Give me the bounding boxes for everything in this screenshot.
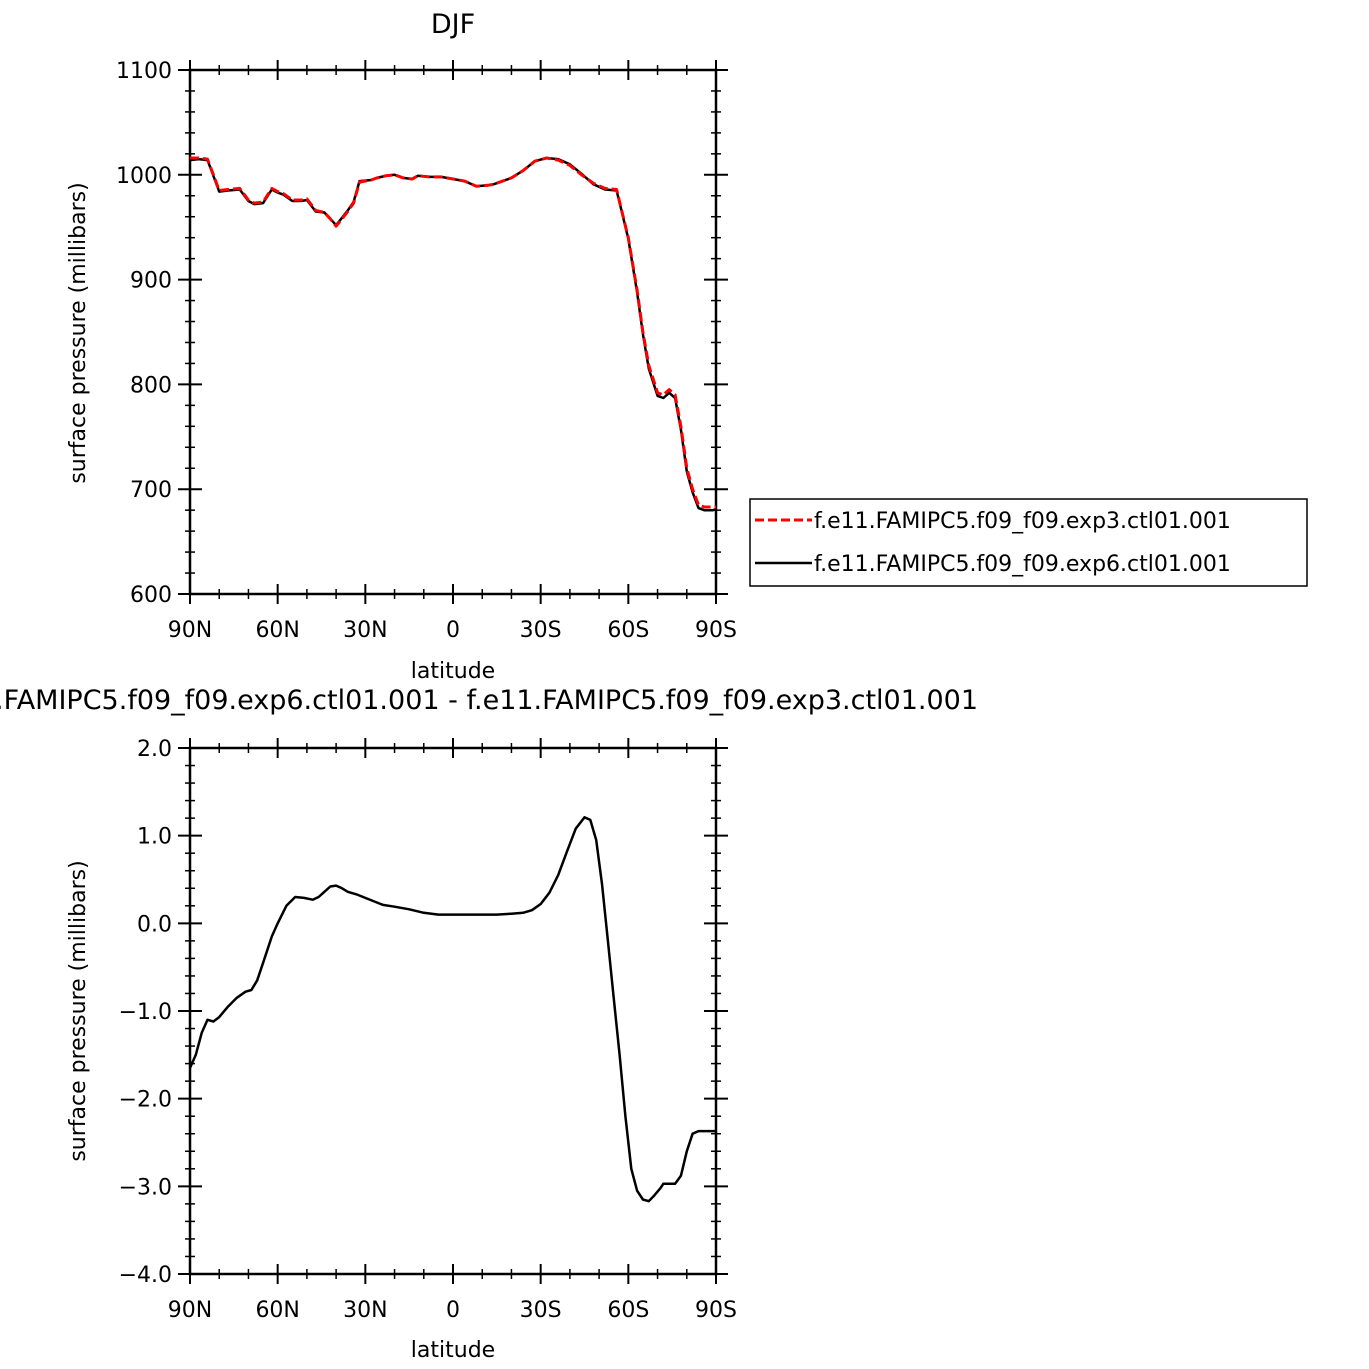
difference-title: f.e11.FAMIPC5.f09_f09.exp6.ctl01.001 - f… [0, 685, 978, 716]
x-axis-label: latitude [411, 1338, 495, 1363]
x-tick-label: 30N [343, 1298, 387, 1323]
series-line [190, 156, 716, 509]
y-tick-label: 800 [130, 373, 172, 398]
x-tick-label: 30N [343, 618, 387, 643]
y-tick-label: 1.0 [137, 825, 172, 850]
plot-area: 90N 60N 30N 0 30S 60S 90S 600 700 800 900 1000 1100 [116, 59, 737, 643]
y-axis-label: surface pressure (millibars) [66, 182, 91, 483]
y-tick-label: 1100 [116, 59, 172, 84]
x-tick-label: 30S [520, 618, 562, 643]
y-tick-label: 1000 [116, 164, 172, 189]
y-tick-label: −2.0 [119, 1088, 172, 1113]
y-tick-label: 900 [130, 269, 172, 294]
x-tick-label: 60N [255, 1298, 299, 1323]
x-tick-label: 0 [446, 618, 460, 643]
chart-title: DJF [431, 9, 475, 40]
x-tick-label: 60N [255, 618, 299, 643]
x-tick-label: 60S [607, 618, 649, 643]
plot-frame [188, 68, 718, 596]
legend-label-exp6: f.e11.FAMIPC5.f09_f09.exp6.ctl01.001 [814, 552, 1231, 577]
legend-label-exp3: f.e11.FAMIPC5.f09_f09.exp3.ctl01.001 [814, 509, 1231, 534]
x-tick-label: 90S [695, 1298, 737, 1323]
y-tick-label: 2.0 [137, 737, 172, 762]
x-axis-label: latitude [411, 659, 495, 684]
x-tick-label: 60S [607, 1298, 649, 1323]
y-tick-label: −4.0 [119, 1263, 172, 1288]
x-tick-label: 30S [520, 1298, 562, 1323]
x-tick-label: 90N [168, 618, 212, 643]
legend-box [749, 498, 1308, 587]
legend: f.e11.FAMIPC5.f09_f09.exp3.ctl01.001 f.e… [749, 498, 1308, 587]
y-tick-label: 600 [130, 583, 172, 608]
y-tick-label: 0.0 [137, 912, 172, 937]
series-line [190, 816, 716, 1203]
x-tick-label: 0 [446, 1298, 460, 1323]
y-tick-label: 700 [130, 478, 172, 503]
pressure-panel: DJF latitude surface pressure (millibars… [66, 9, 737, 684]
y-axis-label: surface pressure (millibars) [66, 860, 91, 1161]
plot-area: 90N 60N 30N 0 30S 60S 90S −4.0 −3.0 −2.0 −1.0 0.0 1.… [119, 737, 737, 1323]
y-tick-label: −3.0 [119, 1175, 172, 1200]
difference-panel: f.e11.FAMIPC5.f09_f09.exp6.ctl01.001 - f… [0, 685, 978, 1363]
x-tick-label: 90S [695, 618, 737, 643]
y-tick-label: −1.0 [119, 1000, 172, 1025]
series-line [190, 156, 716, 512]
plot-frame [188, 746, 718, 1276]
x-tick-label: 90N [168, 1298, 212, 1323]
